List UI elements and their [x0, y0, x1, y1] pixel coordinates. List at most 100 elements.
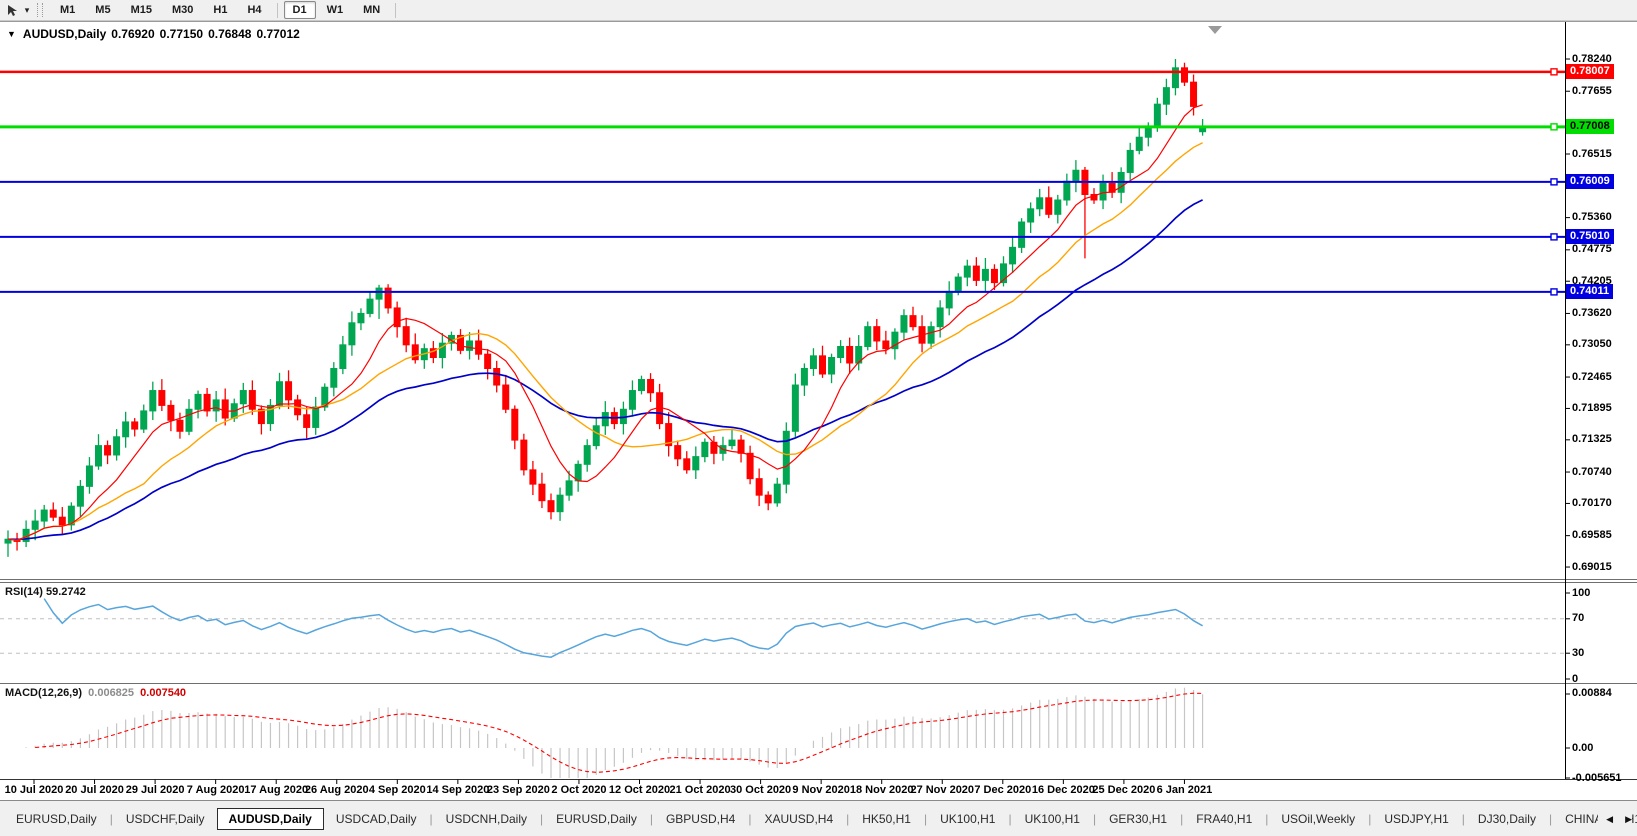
price-badge-0_74011: 0.74011: [1566, 284, 1614, 300]
ohlc-low: 0.76848: [208, 27, 252, 41]
chart-window: ▼ AUDUSD,Daily 0.76920 0.77150 0.76848 0…: [0, 21, 1637, 800]
date-axis-label: 21 Oct 2020: [669, 784, 731, 796]
chart-title: ▼ AUDUSD,Daily 0.76920 0.77150 0.76848 0…: [7, 27, 300, 41]
tab-separator: |: [1548, 811, 1553, 826]
tab-separator: |: [1461, 811, 1465, 826]
price-axis-label: 0.69585: [1572, 529, 1612, 542]
macd-axis-label: -0.005651: [1572, 771, 1622, 784]
timeframe-button-m15[interactable]: M15: [130, 4, 152, 16]
tab-separator: |: [846, 811, 850, 826]
price-axis-label: 0.78240: [1572, 52, 1612, 65]
ohlc-close: 0.77012: [256, 27, 300, 41]
tab-separator: |: [923, 811, 928, 826]
price-badge-0_76009: 0.76009: [1566, 174, 1614, 190]
tab-ger30-h1[interactable]: GER30,H1: [1109, 811, 1168, 826]
tab-usdjpy-h1[interactable]: USDJPY,H1: [1384, 811, 1449, 826]
tab-separator: |: [1092, 811, 1097, 826]
timeframe-button-d1[interactable]: D1: [283, 1, 316, 19]
date-axis-label: 26 Aug 2020: [304, 784, 369, 796]
date-axis-label: 12 Oct 2020: [608, 784, 671, 796]
toolbar-grip: [37, 3, 43, 17]
timeframe-button-m30[interactable]: M30: [171, 4, 194, 16]
tab-gbpusd-h4[interactable]: GBPUSD,H4: [665, 811, 736, 826]
rsi-axis-label: 30: [1572, 646, 1585, 659]
price-axis-label: 0.69015: [1572, 560, 1612, 573]
tab-eurusd-daily[interactable]: EURUSD,Daily: [556, 811, 637, 826]
tab-usdcad-daily[interactable]: USDCAD,Daily: [335, 811, 417, 826]
date-axis-label: 20 Jul 2020: [65, 784, 124, 796]
cursor-tool-icon[interactable]: [3, 2, 21, 18]
price-badge-0_78007: 0.78007: [1566, 64, 1614, 80]
rsi-axis-label: 70: [1572, 612, 1585, 625]
price-axis-label: 0.70170: [1572, 496, 1612, 509]
toolbar-separator: [395, 2, 397, 18]
price-axis[interactable]: [1565, 22, 1637, 779]
chart-canvas[interactable]: [0, 22, 1637, 800]
date-axis-label: 7 Dec 2020: [974, 784, 1032, 796]
date-axis-label: 29 Jul 2020: [125, 784, 185, 796]
collapse-chart-icon[interactable]: ▼: [7, 29, 16, 39]
date-axis-label: 10 Jul 2020: [4, 784, 64, 796]
tab-scroll-left-icon[interactable]: ◀: [1606, 813, 1614, 824]
tab-separator: |: [1368, 811, 1372, 826]
tab-usdchf-daily[interactable]: USDCHF,Daily: [125, 811, 205, 826]
tab-scroll-right-icon[interactable]: ▶: [1625, 813, 1632, 824]
price-axis-label: 0.73050: [1572, 338, 1612, 351]
price-axis-label: 0.71325: [1572, 433, 1612, 446]
price-axis-label: 0.74775: [1572, 243, 1612, 256]
tab-separator: |: [1008, 811, 1012, 826]
tab-separator: |: [649, 811, 653, 826]
date-axis-label: 30 Oct 2020: [730, 784, 792, 796]
timeframe-button-m5[interactable]: M5: [95, 4, 111, 16]
date-axis-label: 4 Sep 2020: [368, 784, 426, 796]
price-axis-label: 0.77655: [1572, 84, 1612, 97]
tab-separator: |: [1180, 811, 1184, 826]
timeframe-button-m1[interactable]: M1: [60, 4, 76, 16]
tab-separator: |: [429, 811, 433, 826]
date-axis-label: 2 Oct 2020: [551, 784, 607, 796]
date-axis-label: 25 Dec 2020: [1092, 784, 1156, 796]
timeframe-button-mn[interactable]: MN: [363, 4, 381, 16]
timeframe-button-h1[interactable]: H1: [213, 4, 228, 16]
date-axis-label: 14 Sep 2020: [426, 784, 490, 796]
timeframe-button-h4[interactable]: H4: [247, 4, 262, 16]
ohlc-open: 0.76920: [111, 27, 155, 41]
tab-xauusd-h4[interactable]: XAUUSD,H4: [764, 811, 834, 826]
tab-fra40-h1[interactable]: FRA40,H1: [1196, 811, 1253, 826]
date-axis-label: 17 Aug 2020: [244, 784, 309, 796]
macd-label: MACD(12,26,9) 0.006825 0.007540: [5, 687, 187, 699]
chart-tabbar: EURUSD,Daily | USDCHF,Daily AUDUSD,Daily USD…: [0, 800, 1637, 836]
date-axis-label: 27 Nov 2020: [910, 784, 975, 796]
tab-usoil-weekly[interactable]: USOil,Weekly: [1281, 811, 1356, 826]
tab-separator: |: [1265, 811, 1269, 826]
date-axis-label: 18 Nov 2020: [849, 784, 914, 796]
price-axis-label: 0.76515: [1572, 147, 1612, 160]
price-axis-label: 0.71895: [1572, 401, 1612, 414]
price-axis-label: 0.74205: [1572, 274, 1612, 287]
tab-uk100-h1[interactable]: UK100,H1: [1024, 811, 1080, 826]
rsi-value: 59.2742: [45, 586, 86, 598]
tab-dj30-daily[interactable]: DJ30,Daily: [1477, 811, 1536, 826]
rsi-label: RSI(14) 59.2742: [5, 586, 86, 598]
price-badge-0_75010: 0.75010: [1566, 229, 1614, 245]
date-axis-label: 23 Sep 2020: [486, 784, 550, 796]
tab-separator: |: [748, 811, 752, 826]
price-axis-label: 0.72465: [1572, 370, 1612, 383]
macd-axis-label: 0.00: [1572, 741, 1594, 754]
tab-separator: |: [109, 811, 113, 826]
cursor-dropdown-caret-icon[interactable]: ▾: [24, 4, 30, 15]
macd-signal-value: 0.007540: [140, 687, 187, 699]
date-axis-label: 9 Nov 2020: [792, 784, 850, 796]
tab-uk100-h1[interactable]: UK100,H1: [940, 811, 996, 826]
tab-usdcnh-daily[interactable]: USDCNH,Daily: [445, 811, 528, 826]
tab-audusd-daily[interactable]: AUDUSD,Daily: [216, 807, 324, 830]
tab-hk50-h1[interactable]: HK50,H1: [862, 811, 911, 826]
chart-symbol: AUDUSD,Daily: [22, 27, 107, 41]
tab-eurusd-daily[interactable]: EURUSD,Daily: [16, 811, 97, 826]
macd-axis-label: 0.00884: [1572, 687, 1612, 700]
date-axis-label: 16 Dec 2020: [1031, 784, 1095, 796]
price-axis-label: 0.75360: [1572, 211, 1612, 224]
timeframe-button-w1[interactable]: W1: [326, 4, 344, 16]
price-badge-0_77008: 0.77008: [1566, 119, 1614, 135]
price-axis-label: 0.70740: [1572, 465, 1612, 478]
